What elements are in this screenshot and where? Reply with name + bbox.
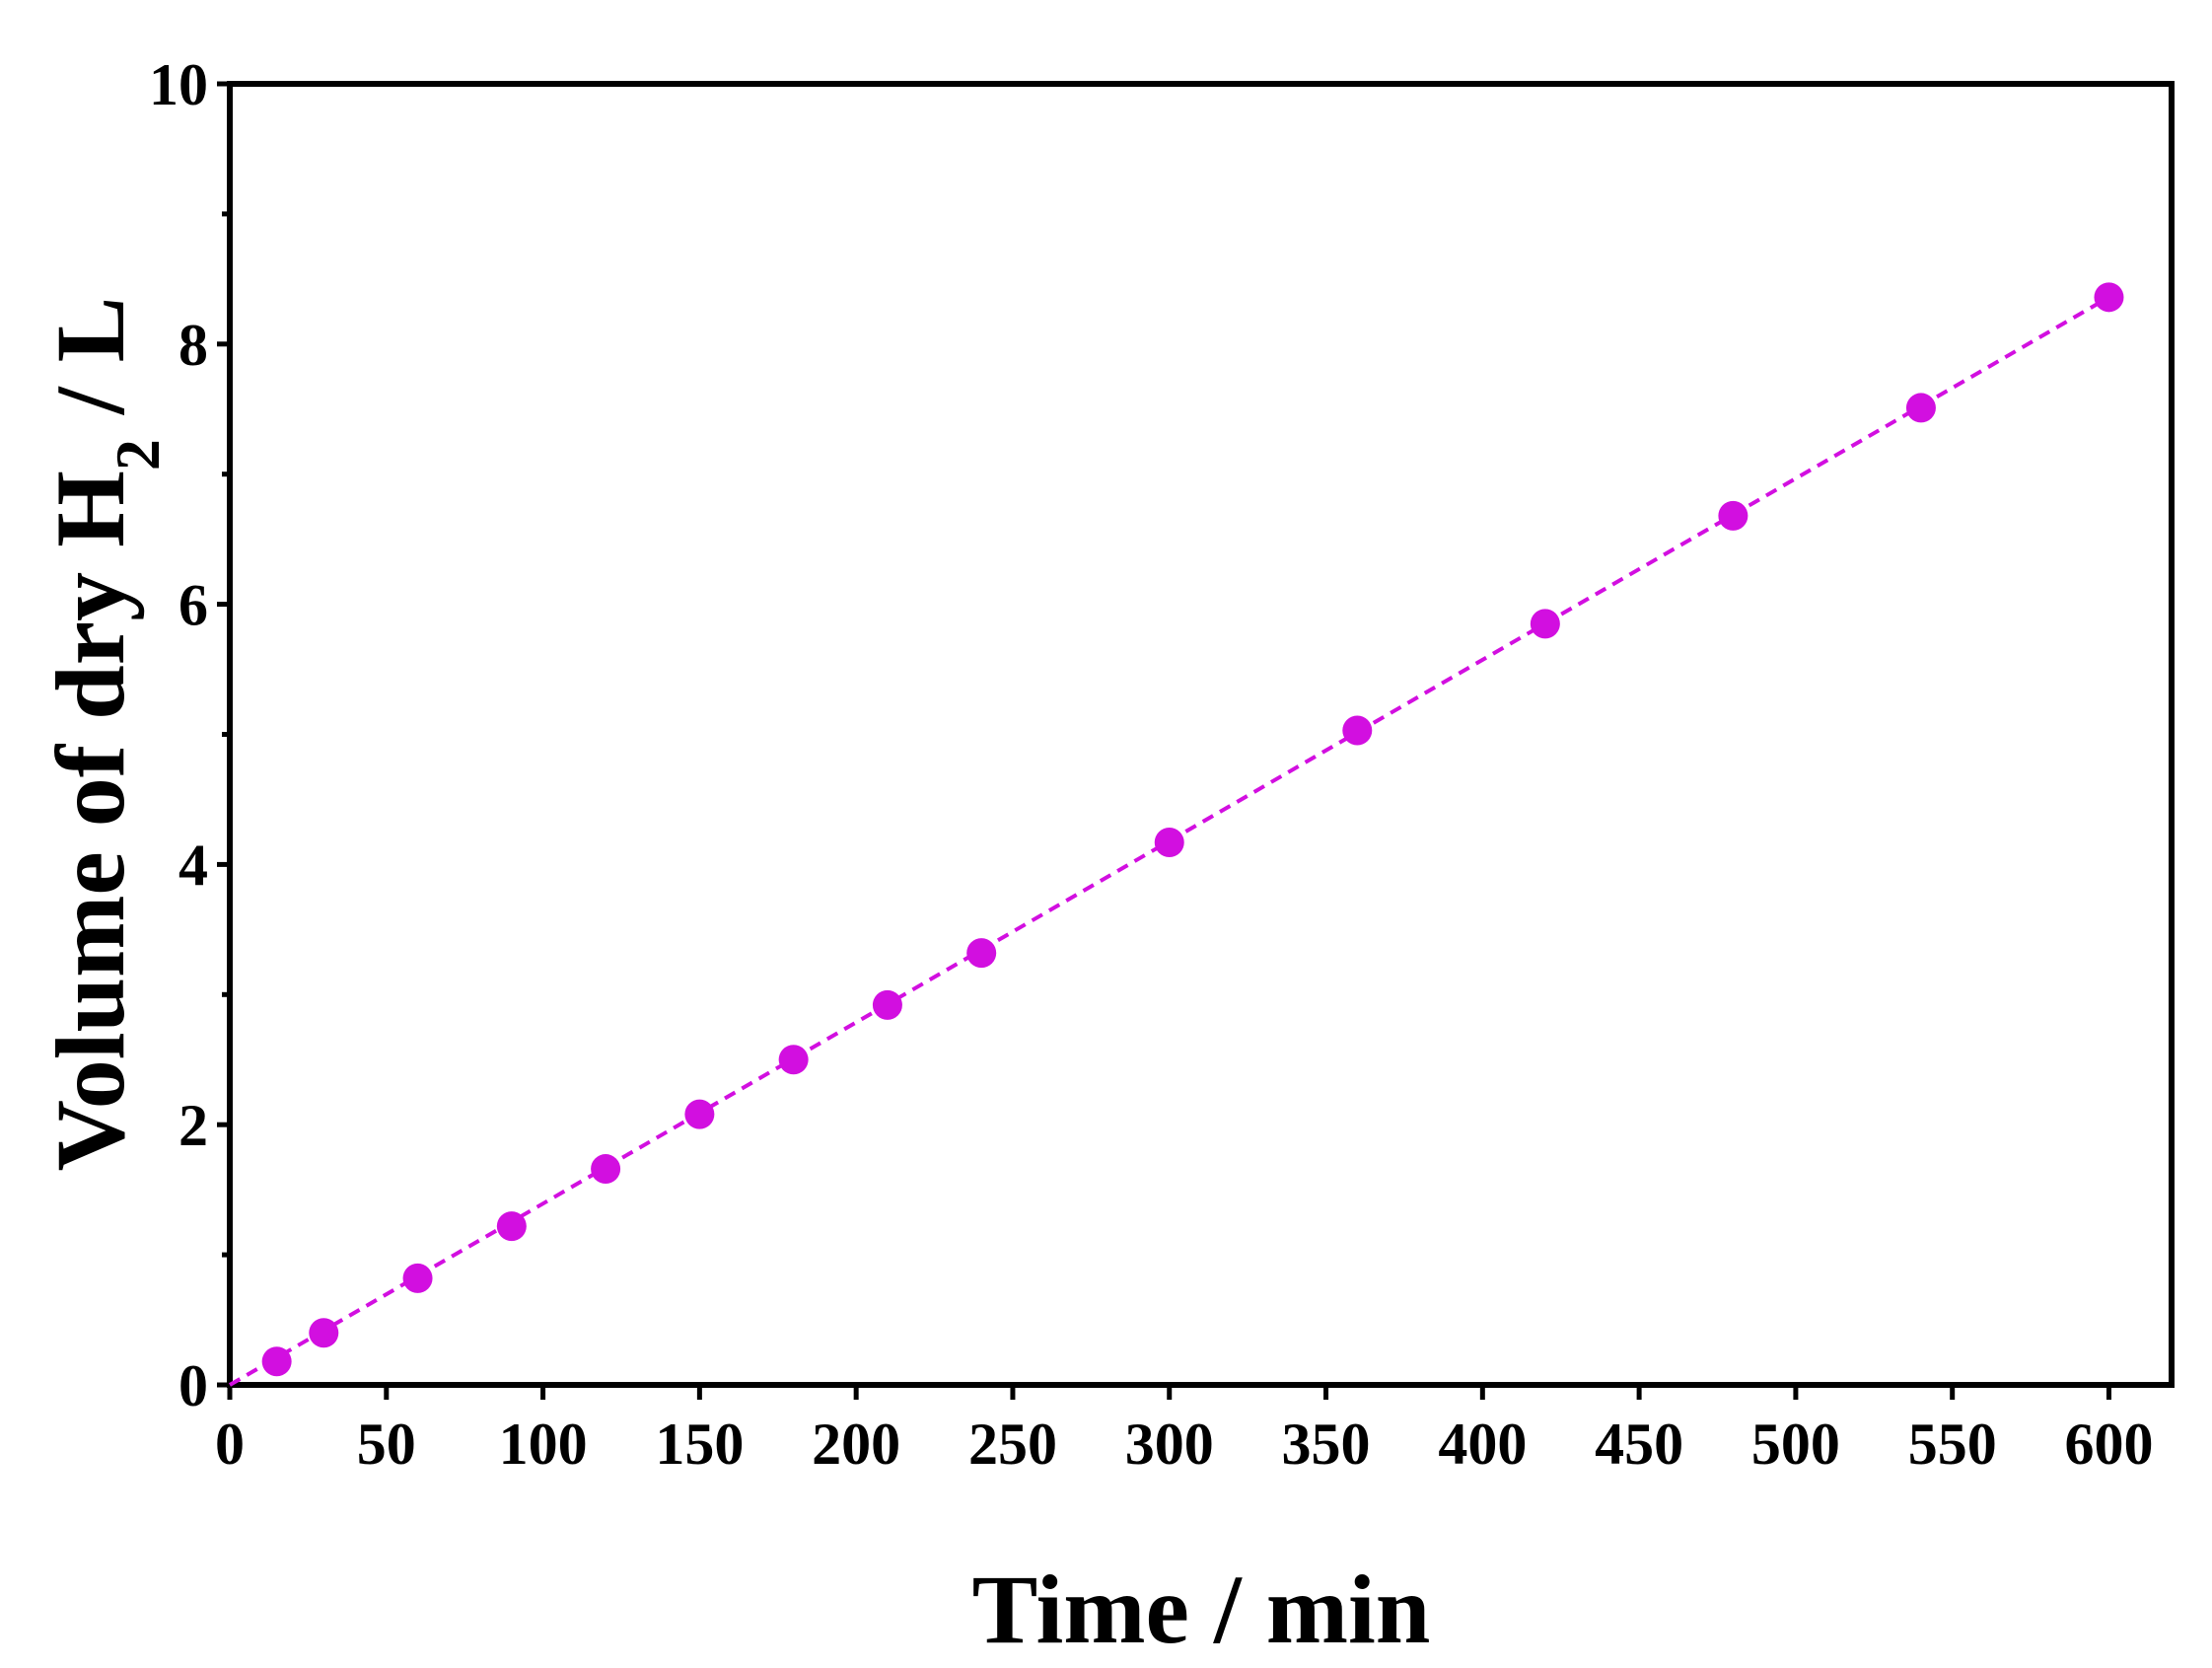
y-axis-title-subscript: 2 <box>103 439 173 471</box>
data-point <box>402 1263 433 1293</box>
x-tick-label: 500 <box>1751 1412 1840 1477</box>
data-point <box>1718 500 1748 531</box>
x-tick-label: 250 <box>968 1412 1057 1477</box>
x-tick-label: 350 <box>1282 1412 1371 1477</box>
data-point <box>1342 715 1373 746</box>
x-axis-title: Time / min <box>972 1555 1431 1664</box>
data-points <box>261 282 2124 1377</box>
x-tick-label: 600 <box>2064 1412 2153 1477</box>
y-tick-label: 4 <box>178 833 208 898</box>
x-tick-label: 450 <box>1595 1412 1683 1477</box>
x-tick-label: 0 <box>215 1412 245 1477</box>
y-tick-label: 0 <box>178 1353 208 1418</box>
y-tick-label: 6 <box>178 573 208 638</box>
y-tick-label: 8 <box>178 313 208 378</box>
y-axis-title-suffix: / L <box>36 297 145 439</box>
data-point <box>1154 827 1184 857</box>
x-tick-label: 300 <box>1125 1412 1214 1477</box>
data-point <box>966 938 997 969</box>
data-point <box>778 1045 809 1075</box>
x-tick-label: 100 <box>499 1412 588 1477</box>
data-point <box>496 1211 527 1242</box>
data-point <box>591 1154 621 1185</box>
x-tick-label: 200 <box>812 1412 900 1477</box>
data-point <box>2094 282 2124 313</box>
plot-area <box>227 81 2175 1388</box>
data-point <box>309 1318 339 1348</box>
x-tick-label: 400 <box>1438 1412 1527 1477</box>
x-axis-ticks: 0 50 100 150 200 250 300 350 400 450 500 550 600 <box>215 1385 2153 1477</box>
y-tick-label: 10 <box>149 52 208 117</box>
data-point <box>1530 609 1560 639</box>
y-axis-title-prefix: Volume of dry H <box>36 471 145 1171</box>
x-tick-label: 50 <box>357 1412 416 1477</box>
data-point <box>684 1099 715 1129</box>
y-axis-title: Volume of dry H2 / L <box>36 297 173 1172</box>
y-axis-ticks: 0 2 4 6 8 10 <box>149 52 230 1418</box>
data-point <box>1905 393 1936 423</box>
y-tick-label: 2 <box>178 1093 208 1158</box>
x-tick-label: 150 <box>655 1412 744 1477</box>
data-point <box>872 989 902 1020</box>
data-point <box>261 1346 292 1377</box>
x-tick-label: 550 <box>1908 1412 1997 1477</box>
